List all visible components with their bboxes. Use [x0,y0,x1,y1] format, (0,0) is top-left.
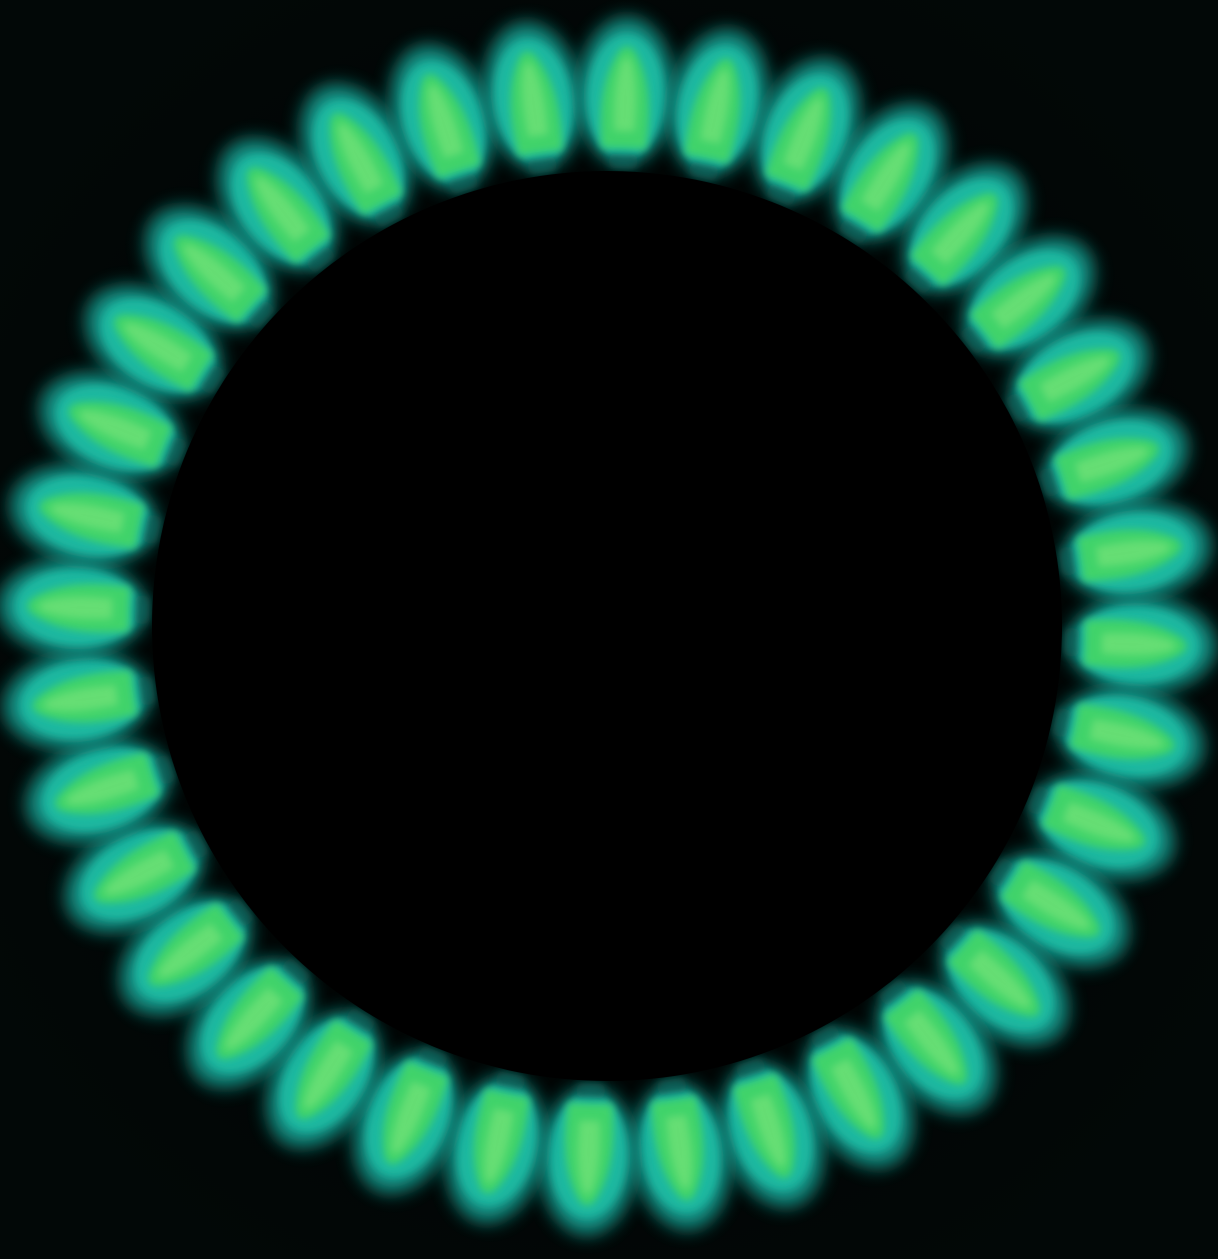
burner-photo [0,0,1218,1259]
burner-center [152,171,1062,1081]
burner-port [609,154,637,169]
burner-port [1064,628,1079,656]
burner-port [135,596,150,624]
page: (() => { const svg = document.getElement… [0,0,1218,1259]
burner-port [577,1083,605,1098]
